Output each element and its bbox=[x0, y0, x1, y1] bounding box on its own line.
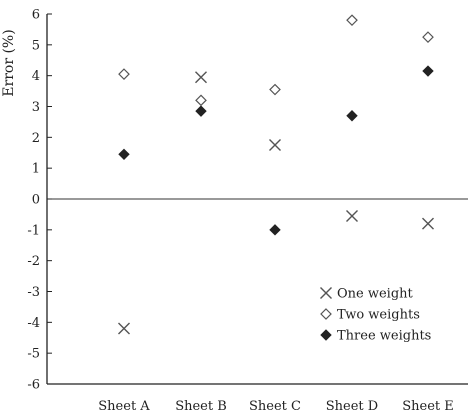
y-axis-label: Error (%) bbox=[1, 29, 17, 96]
x-tick-label: Sheet C bbox=[249, 399, 301, 414]
marker-stroke bbox=[320, 287, 332, 299]
y-tick-label: 1 bbox=[32, 162, 40, 177]
x-tick-label: Sheet A bbox=[98, 399, 150, 414]
legend-marker bbox=[320, 308, 332, 320]
y-tick-label: 4 bbox=[32, 69, 40, 84]
data-point bbox=[269, 83, 281, 96]
y-tick-label: 2 bbox=[32, 131, 40, 146]
x-tick-label: Sheet D bbox=[326, 399, 378, 414]
data-point bbox=[118, 68, 130, 80]
data-point bbox=[422, 217, 434, 230]
x-tick-label: Sheet B bbox=[175, 399, 227, 414]
data-points bbox=[118, 14, 434, 335]
x-tick-label: Sheet E bbox=[402, 399, 454, 414]
data-point bbox=[118, 148, 130, 160]
y-tick-label: -1 bbox=[27, 223, 40, 238]
marker-stroke bbox=[269, 139, 281, 152]
legend: One weight Two weights Three weights bbox=[320, 287, 431, 344]
y-tick-label: 0 bbox=[32, 193, 40, 208]
data-point bbox=[422, 31, 434, 43]
data-point bbox=[422, 65, 434, 77]
data-point bbox=[269, 224, 281, 236]
data-point bbox=[346, 14, 358, 27]
data-point bbox=[195, 94, 207, 107]
y-tick-label: -3 bbox=[27, 285, 40, 300]
y-tick-label: -4 bbox=[27, 316, 40, 331]
data-point bbox=[346, 110, 358, 122]
y-axis: 6 5 4 3 2 1 0 -1 -2 -3 -4 -5 -6 bbox=[27, 8, 52, 393]
data-point bbox=[346, 209, 358, 222]
marker-stroke bbox=[118, 322, 130, 335]
legend-marker bbox=[320, 287, 332, 299]
legend-label: Two weights bbox=[337, 308, 420, 323]
x-axis: Sheet A Sheet B Sheet C Sheet D Sheet E bbox=[98, 399, 453, 414]
y-tick-label: -2 bbox=[27, 254, 40, 269]
legend-label: One weight bbox=[337, 287, 414, 302]
marker-stroke bbox=[422, 217, 434, 230]
legend-marker bbox=[320, 329, 332, 341]
data-point bbox=[195, 71, 207, 84]
marker-stroke bbox=[195, 71, 207, 84]
data-point bbox=[269, 139, 281, 152]
y-tick-label: 6 bbox=[32, 8, 40, 23]
y-tick-label: -5 bbox=[27, 347, 40, 362]
y-tick-label: 5 bbox=[32, 38, 40, 53]
y-tick-label: 3 bbox=[32, 100, 40, 115]
legend-label: Three weights bbox=[337, 329, 431, 344]
data-point bbox=[118, 322, 130, 335]
y-tick-label: -6 bbox=[27, 378, 40, 393]
data-point bbox=[195, 105, 207, 117]
marker-stroke bbox=[346, 209, 358, 222]
